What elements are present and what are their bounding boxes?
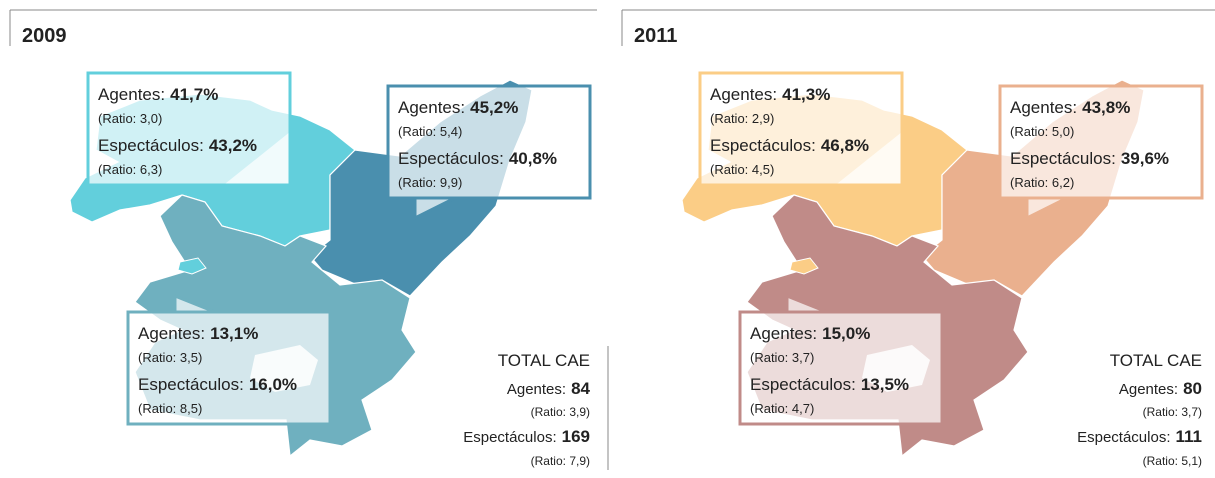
total-ratio: (Ratio: 3,9) <box>531 405 590 419</box>
value: 43,8% <box>1082 98 1130 117</box>
value: 80 <box>1183 379 1202 398</box>
enclave <box>789 257 819 275</box>
label: Espectáculos: <box>750 375 856 394</box>
label: (Ratio: 9,9) <box>398 175 462 190</box>
label: Agentes: <box>138 324 205 343</box>
value: 16,0% <box>249 375 297 394</box>
callout-box <box>86 71 292 187</box>
total-ratio: (Ratio: 7,9) <box>531 454 590 468</box>
value: 15,0% <box>822 324 870 343</box>
label: Agentes: <box>1119 381 1178 398</box>
callout-line: (Ratio: 3,7) <box>750 350 814 365</box>
label: (Ratio: 4,5) <box>710 162 774 177</box>
value: 41,3% <box>782 85 830 104</box>
callout-line: (Ratio: 9,9) <box>398 175 462 190</box>
value: 43,2% <box>209 136 257 155</box>
callout-line: Espectáculos: 13,5% <box>750 375 909 394</box>
enclave <box>177 257 207 275</box>
year: 2009 <box>22 25 67 47</box>
callout-line: (Ratio: 3,5) <box>138 350 202 365</box>
value: 39,6% <box>1121 149 1169 168</box>
callout-line: Espectáculos: 40,8% <box>398 149 557 168</box>
callout-line: (Ratio: 6,2) <box>1010 175 1074 190</box>
value: 13,1% <box>210 324 258 343</box>
callout-line: (Ratio: 5,0) <box>1010 124 1074 139</box>
label: (Ratio: 3,5) <box>138 350 202 365</box>
label: Espectáculos: <box>463 429 556 446</box>
callout-line: (Ratio: 8,5) <box>138 401 202 416</box>
label: (Ratio: 2,9) <box>710 111 774 126</box>
callout-line: (Ratio: 6,3) <box>98 162 162 177</box>
callout-line: Espectáculos: 16,0% <box>138 375 297 394</box>
value: 111 <box>1176 427 1203 446</box>
value: 46,8% <box>821 136 869 155</box>
label: Espectáculos: <box>98 136 204 155</box>
total-line: Agentes: 84 <box>507 379 591 398</box>
callout-box <box>998 84 1204 200</box>
label: (Ratio: 3,7) <box>750 350 814 365</box>
callout-line: (Ratio: 2,9) <box>710 111 774 126</box>
label: Espectáculos: <box>1010 149 1116 168</box>
label: Espectáculos: <box>710 136 816 155</box>
callout-line: (Ratio: 3,0) <box>98 111 162 126</box>
panel: 2009 Agentes: 41,7% (Ratio: 3,0) Espectáculo… <box>9 9 609 470</box>
label: Agentes: <box>710 85 777 104</box>
label: Agentes: <box>398 98 465 117</box>
label: (Ratio: 6,2) <box>1010 175 1074 190</box>
callout-line: Agentes: 43,8% <box>1010 98 1130 117</box>
label: Agentes: <box>1010 98 1077 117</box>
label: (Ratio: 6,3) <box>98 162 162 177</box>
callout-box <box>386 84 592 200</box>
label: (Ratio: 8,5) <box>138 401 202 416</box>
label: (Ratio: 5,0) <box>1010 124 1074 139</box>
callout-line: Agentes: 41,3% <box>710 85 830 104</box>
total-title: TOTAL CAE <box>1110 351 1202 370</box>
label: Agentes: <box>750 324 817 343</box>
value: 13,5% <box>861 375 909 394</box>
callout-line: (Ratio: 4,5) <box>710 162 774 177</box>
label: Espectáculos: <box>1077 429 1170 446</box>
callout-line: (Ratio: 5,4) <box>398 124 462 139</box>
total-line: Espectáculos: 111 <box>1077 427 1202 446</box>
callout-line: Espectáculos: 39,6% <box>1010 149 1169 168</box>
year: 2011 <box>634 25 677 47</box>
callout-box <box>738 310 944 426</box>
callout-line: (Ratio: 4,7) <box>750 401 814 416</box>
total-ratio: (Ratio: 3,7) <box>1143 405 1202 419</box>
value: 169 <box>562 427 590 446</box>
value: 40,8% <box>509 149 557 168</box>
label: Agentes: <box>507 381 566 398</box>
value: 41,7% <box>170 85 218 104</box>
total-ratio: (Ratio: 5,1) <box>1143 454 1202 468</box>
callout-line: Espectáculos: 46,8% <box>710 136 869 155</box>
label: (Ratio: 3,0) <box>98 111 162 126</box>
callout-line: Espectáculos: 43,2% <box>98 136 257 155</box>
callout-line: Agentes: 15,0% <box>750 324 870 343</box>
label: Espectáculos: <box>138 375 244 394</box>
panel: 2011 Agentes: 41,3% (Ratio: 2,9) Espectáculo… <box>621 9 1215 468</box>
total-title: TOTAL CAE <box>498 351 590 370</box>
total-line: Agentes: 80 <box>1119 379 1202 398</box>
value: 45,2% <box>470 98 518 117</box>
callout-line: Agentes: 41,7% <box>98 85 218 104</box>
label: (Ratio: 5,4) <box>398 124 462 139</box>
callout-box <box>698 71 904 187</box>
label: Espectáculos: <box>398 149 504 168</box>
value: 84 <box>571 379 590 398</box>
total-line: Espectáculos: 169 <box>463 427 590 446</box>
callout-line: Agentes: 13,1% <box>138 324 258 343</box>
callout-line: Agentes: 45,2% <box>398 98 518 117</box>
label: (Ratio: 4,7) <box>750 401 814 416</box>
callout-box <box>126 310 332 426</box>
label: Agentes: <box>98 85 165 104</box>
